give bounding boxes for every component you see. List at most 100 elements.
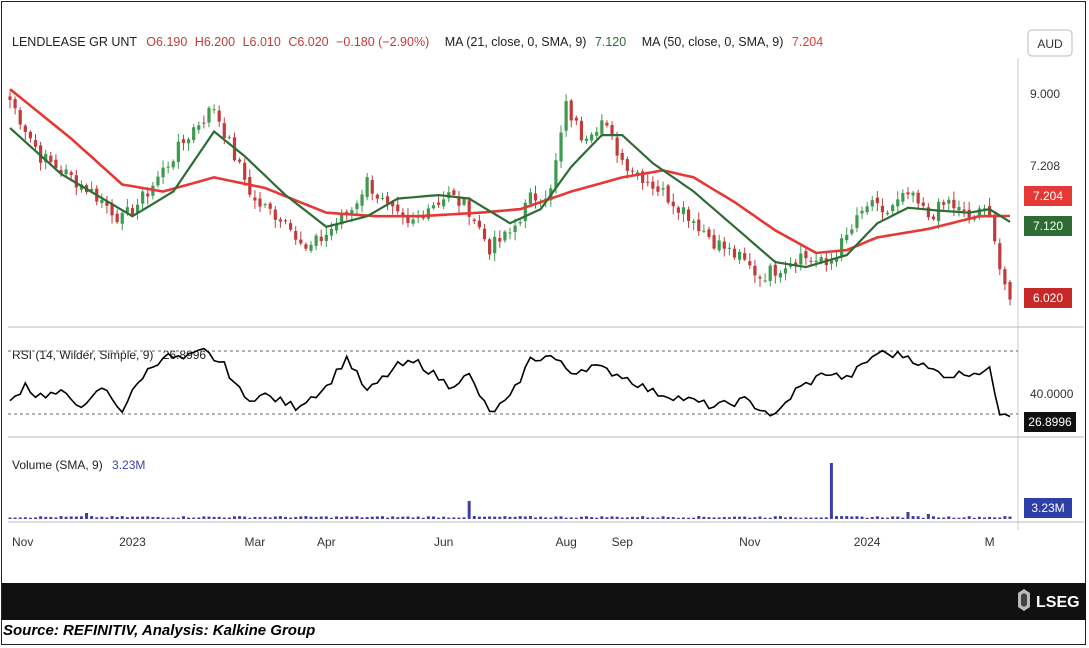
volume-bar [243, 516, 247, 519]
candle-body [28, 131, 33, 139]
volume-bar [212, 516, 216, 519]
candle-body [921, 202, 925, 206]
candle-body [605, 122, 609, 126]
candle-body [952, 199, 956, 209]
volume-bar [768, 517, 772, 519]
volume-bar [789, 516, 793, 519]
x-axis-label: Aug [555, 535, 576, 549]
volume-bar [972, 517, 976, 519]
volume-bar [819, 517, 823, 519]
candle-body [375, 194, 379, 199]
volume-bar [391, 516, 395, 519]
candle-body [498, 237, 502, 242]
volume-bar [681, 517, 685, 519]
candle-body [559, 132, 563, 162]
volume-bar [630, 516, 634, 519]
candle-body [360, 194, 364, 206]
volume-bar [758, 516, 762, 519]
candle-body [533, 193, 538, 201]
currency-button[interactable] [1027, 29, 1073, 57]
volume-label: Volume (SMA, 9) [12, 458, 103, 472]
volume-bar [192, 517, 196, 519]
volume-bar [891, 516, 895, 519]
volume-bar [115, 516, 119, 519]
candle-body [661, 188, 665, 190]
candle-body [595, 131, 599, 136]
candle-body [528, 192, 533, 204]
volume-bar [748, 517, 752, 519]
volume-bar [477, 516, 481, 519]
volume-bar [181, 516, 185, 519]
volume-bar [993, 517, 997, 519]
candle-body [840, 238, 844, 256]
volume-bar [707, 517, 711, 519]
rsi-line [9, 347, 1011, 418]
volume-bar [166, 517, 170, 519]
volume-bar [44, 516, 48, 519]
volume-bar [717, 517, 721, 519]
candle-body [630, 170, 635, 172]
ma50-badge-value: 7.204 [1033, 189, 1063, 203]
candle-body [794, 262, 798, 266]
candle-body [885, 212, 890, 215]
volume-bar [508, 516, 512, 519]
ma21-label: MA (21, close, 0, SMA, 9) [445, 35, 587, 49]
volume-bar [437, 517, 441, 519]
volume-bar [738, 516, 742, 519]
candle-body [508, 232, 512, 234]
candle-body [891, 205, 895, 212]
change-label: −0.180 (−2.90%) [336, 35, 429, 49]
candle-body [431, 205, 436, 209]
footer-bar: LSEG [2, 583, 1086, 620]
candle-body [44, 153, 48, 163]
volume-bar [865, 517, 869, 519]
volume-bar [513, 516, 517, 519]
volume-bar [258, 517, 262, 519]
volume-bar [947, 516, 951, 519]
x-axis-label: 2024 [854, 535, 881, 549]
volume-bar [942, 517, 946, 519]
volume-bar [90, 516, 94, 519]
volume-bar [1008, 516, 1012, 519]
candle-body [967, 209, 971, 220]
candle-body [727, 247, 731, 249]
candle-body [743, 253, 747, 260]
rsi-header: RSI (14, Wilder, Simple, 9) 26.8996 [12, 348, 206, 362]
candle-body [105, 201, 109, 206]
volume-bar [763, 517, 767, 519]
candle-body [222, 123, 226, 139]
volume-label-value: 3.23M [112, 458, 145, 472]
volume-bar [176, 517, 180, 519]
candle-body [59, 170, 63, 174]
volume-bar [840, 516, 844, 519]
volume-bar [197, 517, 201, 519]
x-axis-label: 2023 [119, 535, 146, 549]
volume-bar [982, 517, 986, 519]
volume-layer [8, 463, 1012, 519]
volume-bar [784, 517, 788, 519]
candle-body [671, 201, 675, 207]
candle-body [584, 138, 589, 141]
price-chart: LENDLEASE GR UNT O6.190 H6.200 L6.010 C6… [8, 29, 1084, 549]
volume-bar [457, 517, 461, 519]
volume-bar [125, 517, 129, 519]
candle-body [156, 176, 160, 186]
volume-bar [380, 516, 384, 519]
volume-bar [222, 517, 226, 519]
candle-body [503, 231, 507, 241]
volume-bar [110, 516, 114, 519]
volume-bar [350, 516, 354, 519]
volume-bar [544, 517, 548, 519]
candle-body [340, 213, 344, 225]
candle-body [896, 199, 900, 207]
volume-bar [488, 516, 492, 519]
volume-bar [171, 517, 175, 519]
candle-body [962, 209, 966, 211]
candle-body [620, 152, 624, 160]
candle-body [391, 202, 395, 207]
candle-body [926, 207, 930, 218]
candle-body [641, 171, 645, 184]
volume-bar [620, 517, 624, 519]
candle-body [901, 193, 905, 202]
candle-body [18, 110, 22, 125]
